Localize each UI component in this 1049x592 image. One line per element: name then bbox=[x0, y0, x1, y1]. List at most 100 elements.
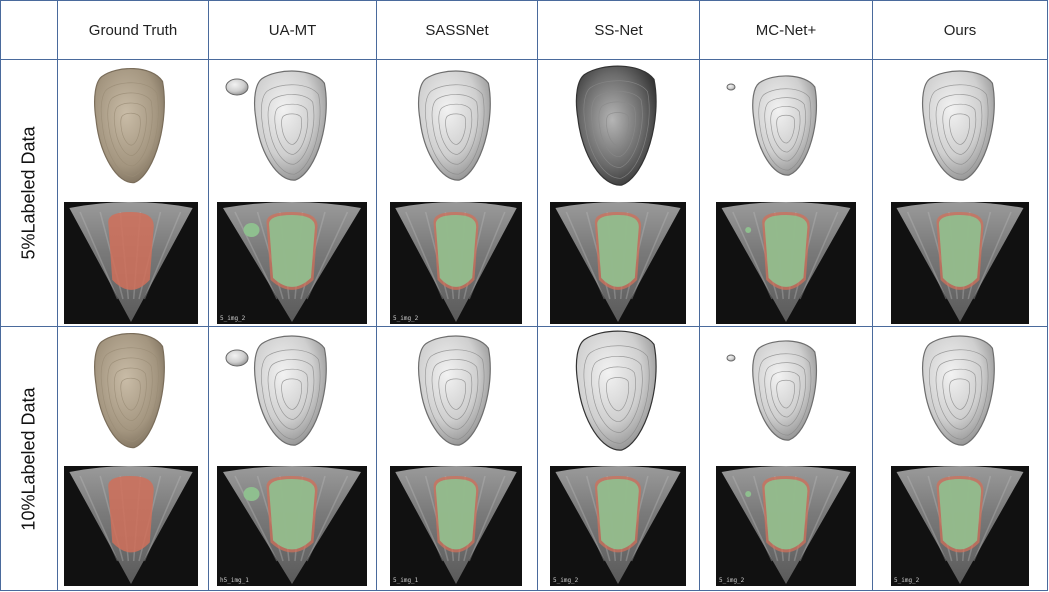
contour-ss-net-row1-3 bbox=[598, 101, 636, 157]
ground-truth-mask-row1 bbox=[108, 212, 154, 290]
surface-ss-net-row2 bbox=[575, 330, 657, 451]
image-tag-ours-row2: 5_img_2 bbox=[894, 577, 920, 584]
speckle-mc-net-plus-row2-0 bbox=[732, 475, 773, 562]
speckle-sassnet-row2-0 bbox=[405, 475, 444, 562]
surface-layer bbox=[94, 65, 995, 451]
prediction-mask-ss-net-row2 bbox=[597, 479, 639, 550]
image-tag-mc-net-plus-row2: 5_img_2 bbox=[719, 577, 745, 584]
contour-sassnet-row2-2 bbox=[431, 359, 479, 430]
speckle-ss-net-row1-5 bbox=[630, 211, 670, 300]
slice-ground-truth-row1 bbox=[64, 202, 198, 324]
prediction-mask-ua-mt-row2 bbox=[269, 479, 315, 550]
prediction-mask-sassnet-row2 bbox=[435, 479, 477, 550]
prediction-mask-ours-row2 bbox=[938, 479, 982, 550]
contour-ground-truth-row2-4 bbox=[120, 377, 141, 411]
contour-mc-net-plus-row2-4 bbox=[776, 379, 795, 409]
contour-sassnet-row1-2 bbox=[431, 94, 479, 165]
contour-ss-net-row2-1 bbox=[583, 345, 650, 444]
contour-ss-net-row1-2 bbox=[591, 91, 643, 168]
row-label-10-percent: 10%Labeled Data bbox=[0, 326, 58, 591]
header-corner bbox=[0, 0, 58, 60]
contour-ours-row1-1 bbox=[928, 84, 989, 175]
surface-ss-net-row1 bbox=[575, 65, 657, 186]
speckle-sassnet-row2-5 bbox=[468, 475, 506, 562]
contour-ground-truth-row1-2 bbox=[107, 92, 153, 167]
speckle-ss-net-row2-5 bbox=[630, 475, 670, 562]
slice-ss-net-row2: 5_img_2 bbox=[550, 466, 686, 586]
contour-mc-net-plus-row1-2 bbox=[764, 97, 806, 162]
speckle-ground-truth-row2-0 bbox=[79, 475, 119, 562]
speckle-ground-truth-row2-5 bbox=[143, 475, 182, 562]
false-positive-blob-ua-mt-row2 bbox=[225, 349, 249, 367]
speckle-ours-row2-5 bbox=[973, 475, 1012, 562]
contour-mc-net-plus-row1-3 bbox=[770, 106, 801, 153]
surface-ours-row2 bbox=[921, 335, 995, 446]
header-ground-truth: Ground Truth bbox=[57, 0, 209, 60]
prediction-mask-mc-net-plus-row2 bbox=[764, 479, 808, 550]
speckle-ua-mt-row1-5 bbox=[306, 211, 349, 300]
speckle-ground-truth-row1-0 bbox=[79, 211, 119, 300]
image-tag-sassnet-row2: 5_img_1 bbox=[393, 577, 419, 584]
image-tag-ss-net-row2: 5_img_2 bbox=[553, 577, 579, 584]
contour-mc-net-plus-row2-1 bbox=[758, 353, 812, 436]
surface-ground-truth-row1 bbox=[94, 67, 165, 184]
contour-ua-mt-row1-1 bbox=[260, 84, 321, 175]
image-tag-sassnet-row1: 5_img_2 bbox=[393, 315, 419, 322]
surface-ours-row1 bbox=[921, 70, 995, 181]
contour-ss-net-row1-4 bbox=[606, 112, 629, 147]
contour-sassnet-row1-3 bbox=[438, 103, 473, 155]
slice-ua-mt-row1: 5_img_2 bbox=[217, 202, 367, 324]
ground-truth-mask-row2 bbox=[108, 476, 154, 553]
speckle-mc-net-plus-row1-0 bbox=[732, 211, 773, 300]
contour-ua-mt-row1-3 bbox=[274, 103, 309, 155]
slice-ss-net-row1 bbox=[550, 202, 686, 324]
surface-shape-mc-net-plus-row2 bbox=[752, 340, 818, 441]
prediction-mask-mc-net-plus-row1 bbox=[764, 215, 808, 287]
contour-ground-truth-row2-3 bbox=[113, 367, 147, 421]
contour-ua-mt-row2-4 bbox=[281, 378, 302, 410]
surface-shape-ss-net-row2 bbox=[575, 330, 657, 451]
false-positive-mask-ua-mt-row2 bbox=[243, 487, 260, 501]
speckle-mc-net-plus-row1-5 bbox=[799, 211, 839, 300]
row-label-5-percent: 5%Labeled Data bbox=[0, 59, 58, 327]
speckle-ours-row1-0 bbox=[906, 211, 947, 300]
contour-ss-net-row2-3 bbox=[598, 366, 636, 422]
contour-sassnet-row1-1 bbox=[424, 84, 485, 175]
contour-mc-net-plus-row2-3 bbox=[770, 371, 801, 418]
contour-ours-row2-4 bbox=[949, 378, 970, 410]
contour-ground-truth-row1-3 bbox=[113, 102, 147, 156]
contour-ground-truth-row2-1 bbox=[100, 347, 159, 442]
speckle-sassnet-row1-5 bbox=[468, 211, 506, 300]
speckle-ground-truth-row1-5 bbox=[143, 211, 182, 300]
contour-ss-net-row2-2 bbox=[591, 356, 643, 433]
false-positive-mask-mc-net-plus-row2 bbox=[745, 491, 752, 497]
contour-ss-net-row2-4 bbox=[606, 377, 629, 412]
contour-ua-mt-row1-2 bbox=[267, 94, 315, 165]
header-mc-net-plus: MC-Net+ bbox=[699, 0, 873, 60]
speckle-ua-mt-row2-5 bbox=[306, 475, 349, 562]
prediction-mask-sassnet-row1 bbox=[435, 215, 477, 287]
contour-ss-net-row1-1 bbox=[583, 80, 650, 179]
slice-layer: 5_img_2 h5_img_1 5_img_2 5_img_1 5_img_2 5_im… bbox=[64, 202, 1029, 586]
surface-sassnet-row2 bbox=[417, 335, 491, 446]
speckle-ss-net-row1-0 bbox=[565, 211, 606, 300]
contour-ua-mt-row1-4 bbox=[281, 113, 302, 145]
contour-ground-truth-row1-4 bbox=[120, 112, 141, 146]
speckle-ours-row1-5 bbox=[973, 211, 1012, 300]
prediction-mask-ours-row1 bbox=[938, 215, 982, 287]
surface-sassnet-row1 bbox=[417, 70, 491, 181]
contour-sassnet-row2-4 bbox=[445, 378, 466, 410]
surface-ground-truth-row2 bbox=[94, 332, 165, 449]
speckle-mc-net-plus-row2-5 bbox=[799, 475, 839, 562]
false-positive-blob-mc-net-plus-row1 bbox=[726, 83, 736, 91]
contour-ours-row1-2 bbox=[935, 94, 983, 165]
slice-mc-net-plus-row2: 5_img_2 bbox=[716, 466, 856, 586]
slice-ours-row1 bbox=[891, 202, 1029, 324]
speckle-ua-mt-row1-0 bbox=[234, 211, 278, 300]
contour-ours-row2-1 bbox=[928, 349, 989, 440]
contour-ua-mt-row2-1 bbox=[260, 349, 321, 440]
false-positive-blob-mc-net-plus-row2 bbox=[726, 354, 736, 362]
contour-ours-row1-4 bbox=[949, 113, 970, 145]
prediction-mask-ua-mt-row1 bbox=[269, 215, 315, 287]
